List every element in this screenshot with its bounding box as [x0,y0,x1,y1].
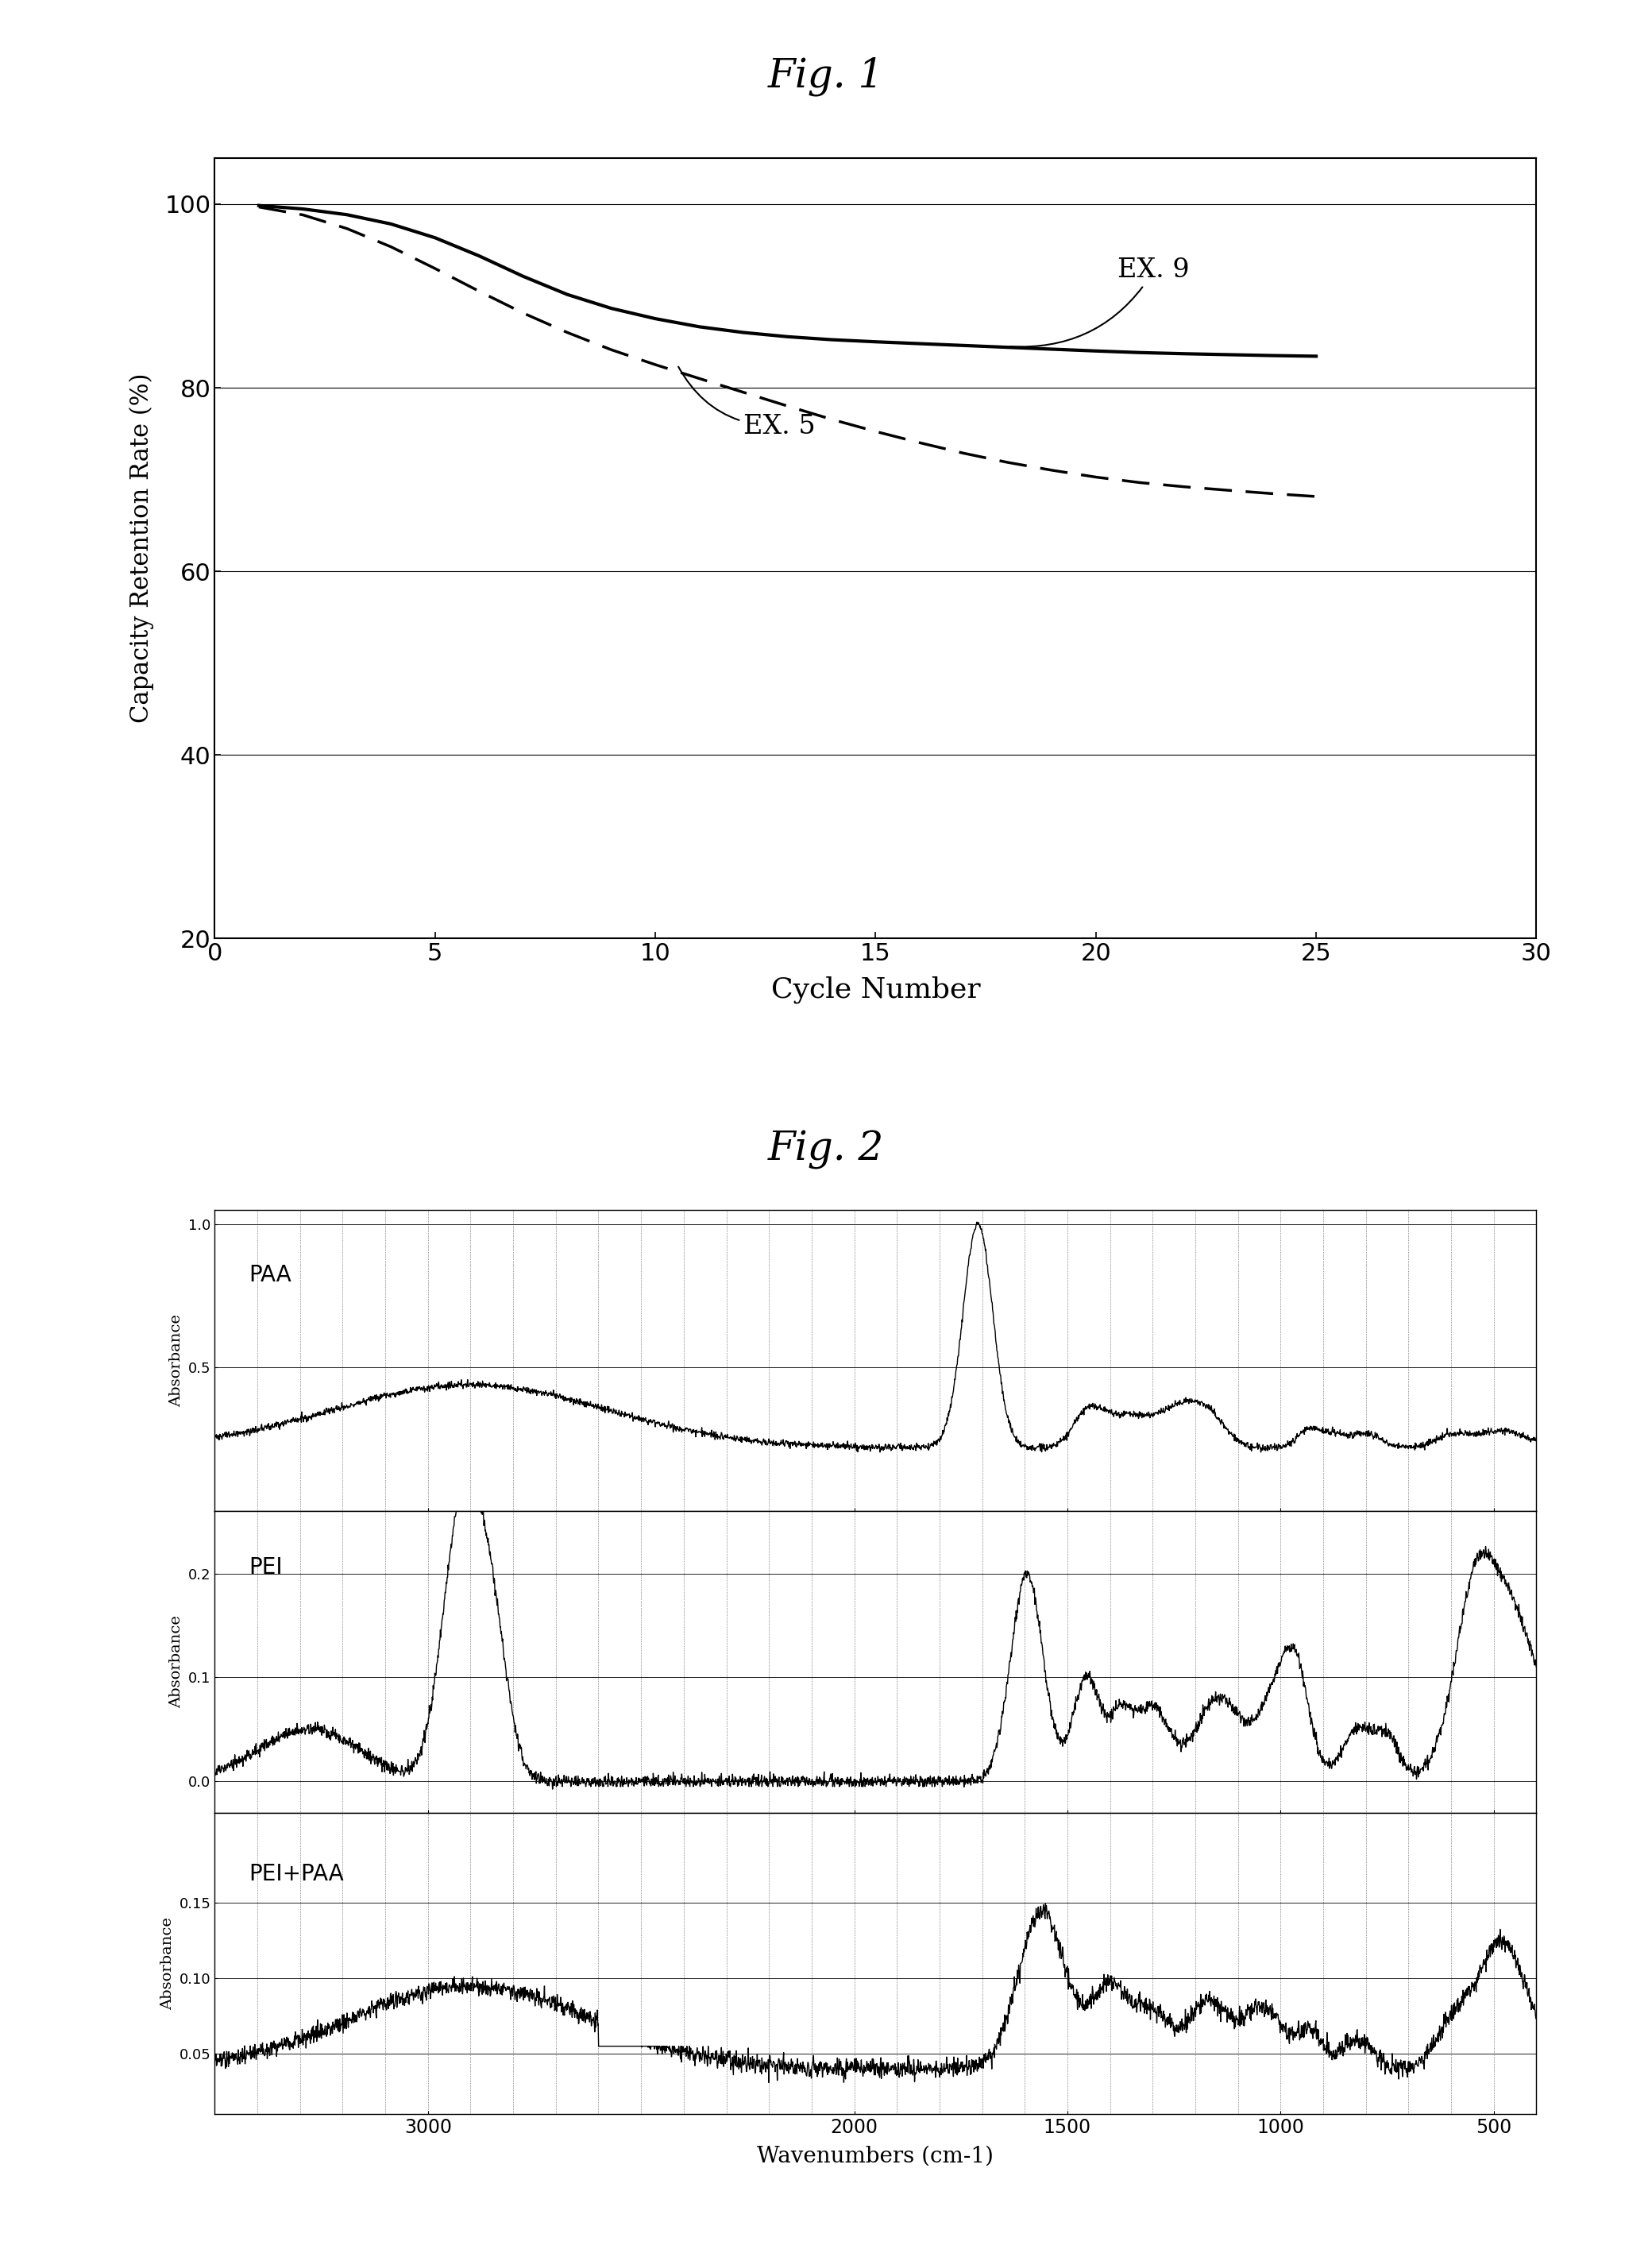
Text: EX. 9: EX. 9 [1009,258,1189,346]
Text: PEI+PAA: PEI+PAA [249,1863,344,1886]
Y-axis label: Capacity Retention Rate (%): Capacity Retention Rate (%) [129,373,154,724]
Text: Fig. 1: Fig. 1 [768,57,884,95]
Text: PAA: PAA [249,1264,291,1287]
Y-axis label: Absorbance: Absorbance [170,1614,183,1709]
Y-axis label: Absorbance: Absorbance [160,1917,175,2010]
X-axis label: Wavenumbers (cm-1): Wavenumbers (cm-1) [757,2146,995,2168]
Text: Fig. 2: Fig. 2 [768,1130,884,1169]
Y-axis label: Absorbance: Absorbance [170,1314,183,1406]
Text: EX. 5: EX. 5 [679,366,816,439]
X-axis label: Cycle Number: Cycle Number [771,977,980,1004]
Text: PEI: PEI [249,1556,282,1578]
